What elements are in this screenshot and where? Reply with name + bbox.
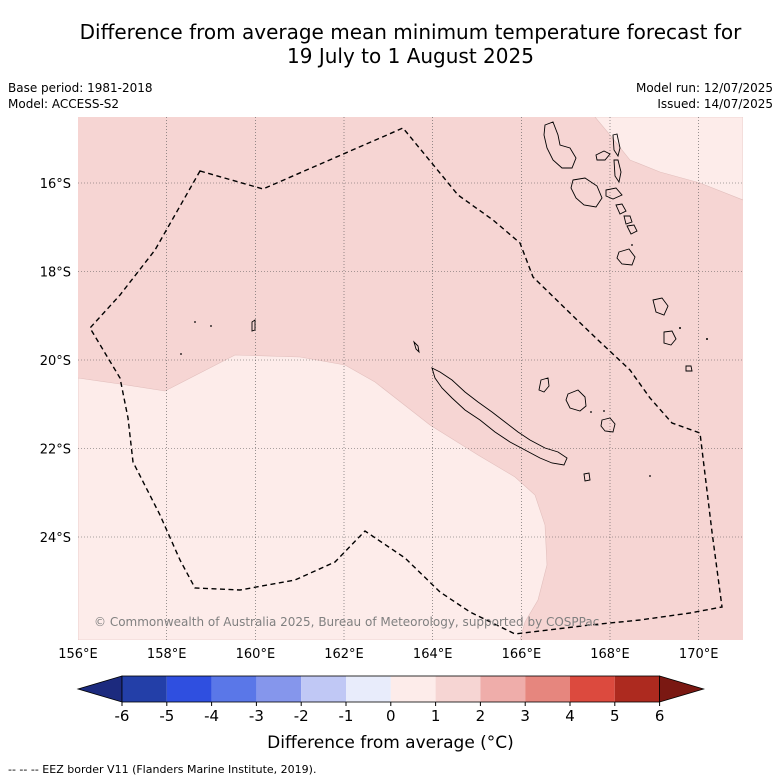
title-line-2: 19 July to 1 August 2025 [287, 44, 534, 68]
lat-tick-label: 16°S [40, 177, 71, 192]
ouvea-island [538, 377, 550, 393]
malekula-island [570, 177, 603, 208]
eez-legend-note: -- -- -- EEZ border V11 (Flanders Marine… [8, 763, 317, 776]
lat-tick-label: 20°S [40, 354, 71, 369]
issued-date: Issued: 14/07/2025 [657, 97, 773, 111]
colorbar-tick-label: -6 [115, 707, 130, 725]
epi-island [615, 203, 627, 215]
lon-tick-label: 164°E [413, 647, 453, 662]
meta-right: Model run: 12/07/2025 Issued: 14/07/2025 [636, 80, 773, 112]
latitude-labels: 16°S 18°S 20°S 22°S 24°S [40, 177, 71, 546]
colorbar-tick-label: 4 [565, 707, 575, 725]
anomaly-region-0-to-1-southwest [78, 354, 548, 640]
grande-terre-island [431, 367, 568, 466]
colorbar-segment [570, 676, 615, 702]
espiritu-santo-island [543, 121, 577, 169]
maewo-island [612, 133, 621, 158]
colorbar: -6 -5 -4 -3 -2 -1 0 1 2 3 4 5 6 [76, 675, 706, 725]
small-islets [180, 244, 708, 477]
belep-islands [413, 340, 420, 354]
colorbar-segment [301, 676, 346, 702]
title-line-1: Difference from average mean minimum tem… [79, 20, 742, 44]
colorbar-tick-label: 0 [386, 707, 396, 725]
lat-tick-label: 18°S [40, 266, 71, 281]
colorbar-tick-label: -2 [294, 707, 309, 725]
lat-tick-label: 24°S [40, 531, 71, 546]
colorbar-tick-label: 2 [476, 707, 486, 725]
base-period: Base period: 1981-2018 [8, 81, 153, 95]
ambrym-island [605, 187, 623, 200]
lon-tick-label: 166°E [502, 647, 542, 662]
colorbar-segment [211, 676, 257, 702]
ambae-island [595, 150, 611, 161]
colorbar-segment [480, 676, 526, 702]
colorbar-tick-label: -5 [159, 707, 174, 725]
map-title: Difference from average mean minimum tem… [40, 20, 781, 68]
colorbar-segment [256, 676, 302, 702]
longitude-labels: 156°E 158°E 160°E 162°E 164°E 166°E 168°… [58, 647, 718, 662]
model-run: Model run: 12/07/2025 [635, 81, 773, 95]
meta-left: Base period: 1981-2018 Model: ACCESS-S2 [8, 80, 153, 112]
coastlines [251, 121, 693, 482]
colorbar-segment [390, 676, 436, 702]
colorbar-tick-label: -3 [249, 707, 264, 725]
map-plot-area: © Commonwealth of Australia 2025, Bureau… [78, 117, 743, 640]
lon-tick-label: 170°E [679, 647, 719, 662]
lon-tick-label: 160°E [236, 647, 276, 662]
lifou-island [565, 389, 587, 412]
colorbar-tick-label: 1 [431, 707, 441, 725]
colorbar-segment [122, 676, 167, 702]
pentecost-island [613, 159, 622, 184]
hunter-island [685, 365, 693, 372]
lon-tick-label: 162°E [324, 647, 364, 662]
colorbar-segment [435, 676, 481, 702]
colorbar-tick-label: 3 [520, 707, 530, 725]
lon-tick-label: 158°E [147, 647, 187, 662]
graticule [78, 117, 743, 640]
erromango-island [616, 248, 636, 266]
shepherd-islands [623, 215, 633, 225]
eez-border [89, 127, 723, 635]
isle-of-pines [583, 472, 591, 482]
efate-island [626, 224, 638, 235]
lon-tick-label: 156°E [58, 647, 98, 662]
lon-tick-label: 168°E [590, 647, 630, 662]
colorbar-segment [166, 676, 212, 702]
colorbar-segment [525, 676, 570, 702]
colorbar-segment [614, 676, 660, 702]
copyright-text: © Commonwealth of Australia 2025, Bureau… [94, 615, 599, 629]
lat-tick-label: 22°S [40, 443, 71, 458]
colorbar-label: Difference from average (°C) [267, 733, 514, 753]
colorbar-extend-low [76, 675, 123, 703]
model-name: Model: ACCESS-S2 [8, 97, 120, 111]
colorbar-segment [346, 676, 391, 702]
colorbar-extend-high [659, 675, 706, 703]
colorbar-tick-label: -1 [339, 707, 354, 725]
chesterfield-islet [251, 319, 256, 332]
colorbar-tick-label: 5 [610, 707, 620, 725]
mare-island [600, 417, 616, 433]
colorbar-tick-label: -4 [204, 707, 219, 725]
aneityum-island [663, 330, 677, 346]
tanna-island [652, 297, 669, 316]
colorbar-tick-label: 6 [655, 707, 665, 725]
